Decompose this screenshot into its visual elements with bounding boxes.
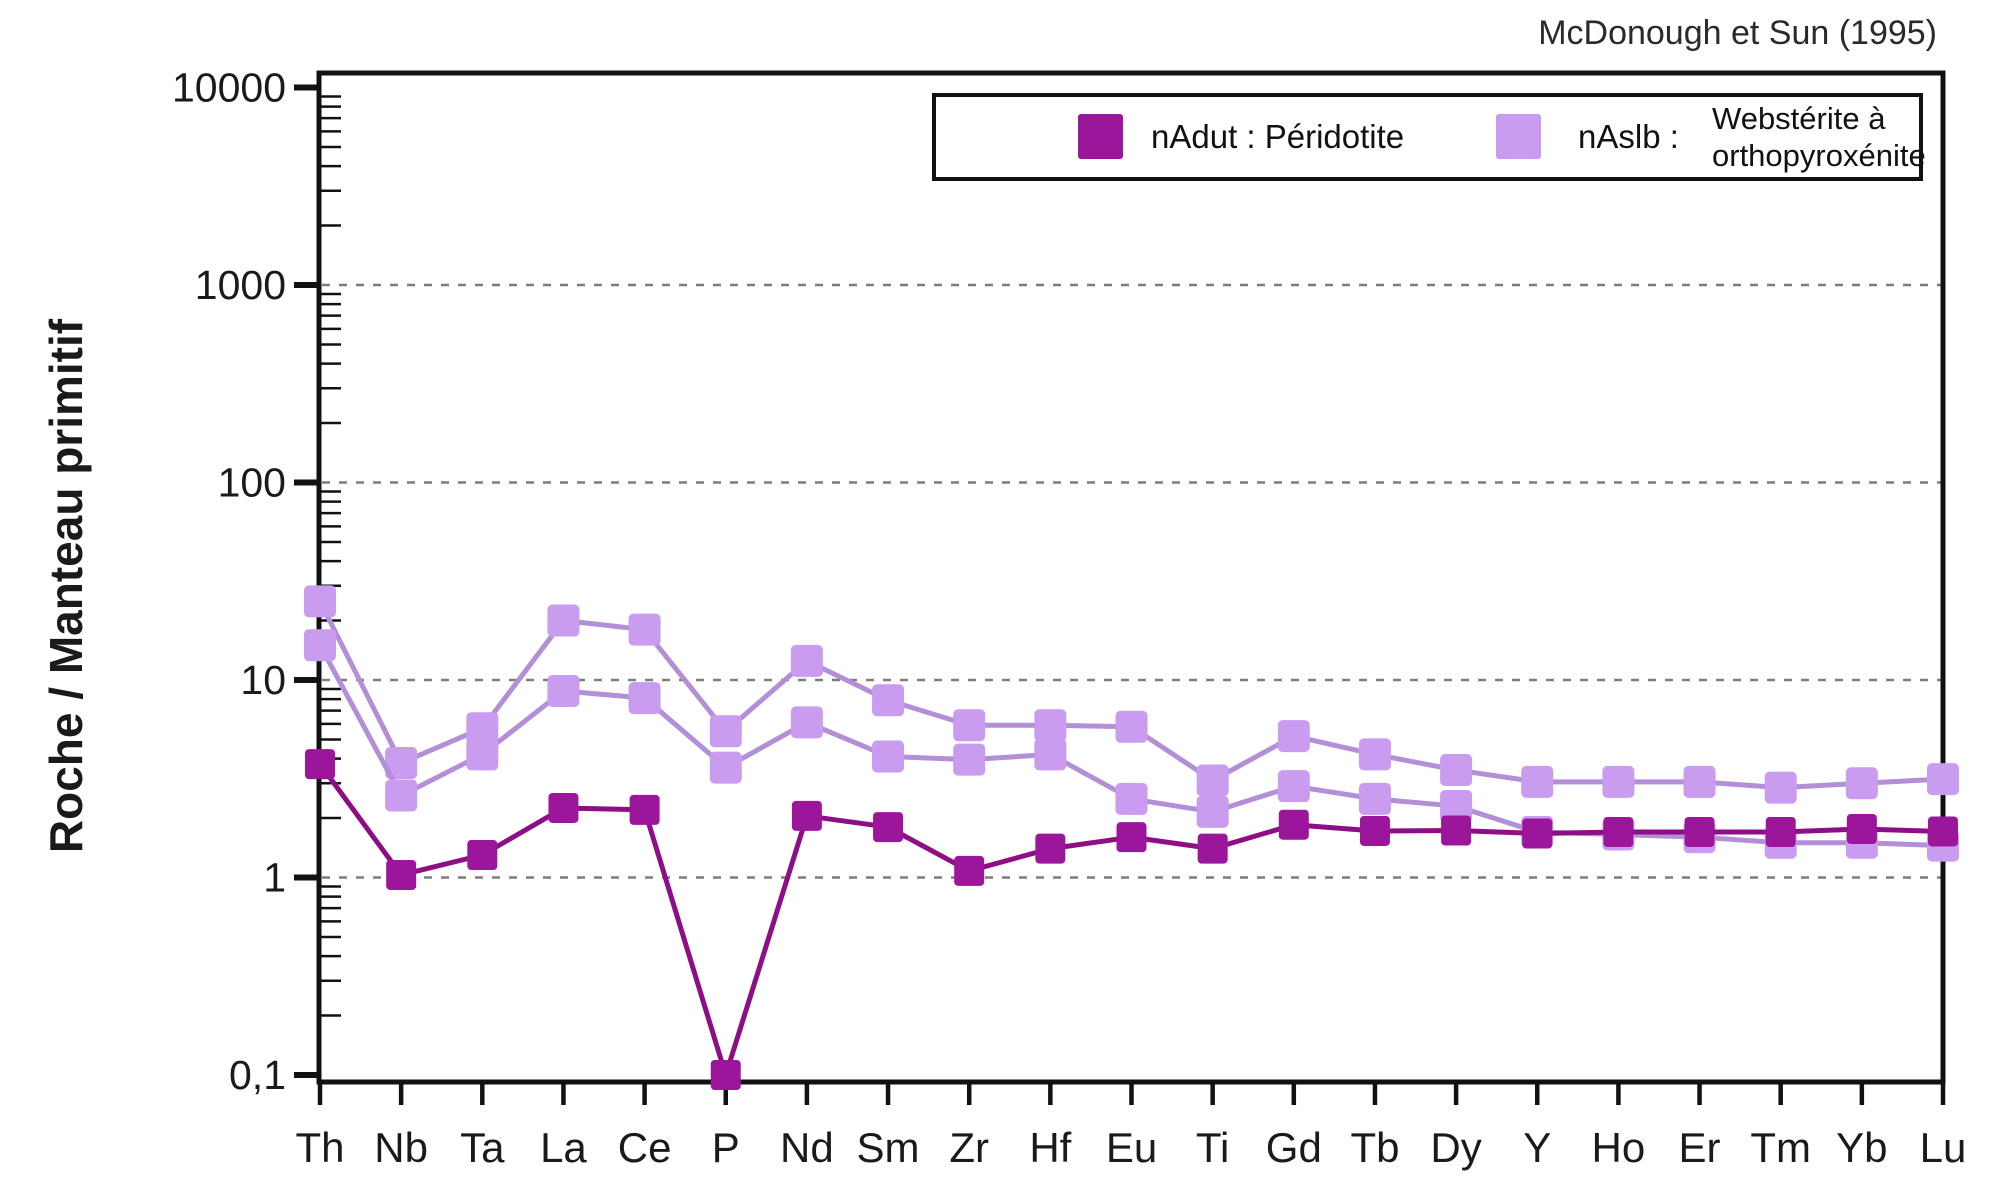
data-point-nAdut-Tm	[1765, 816, 1796, 847]
x-tick-label: Eu	[1106, 1124, 1157, 1171]
x-tick-label: Ta	[460, 1124, 505, 1171]
data-point-nAslb_line_a-Dy	[1440, 754, 1473, 787]
data-point-nAdut-Tb	[1359, 815, 1390, 846]
data-point-nAslb_line_b-La	[547, 674, 580, 707]
data-point-nAslb_line_b-Eu	[1115, 782, 1148, 815]
data-point-nAslb_line_b-Ta	[466, 738, 499, 771]
data-point-nAslb_line_b-Nb	[385, 779, 418, 812]
legend-code-nAslb: nAslb :	[1578, 118, 1679, 155]
data-point-nAslb_line_a-Ce	[628, 613, 661, 646]
data-point-nAslb_line_b-Tb	[1358, 782, 1391, 815]
data-point-nAslb_line_a-Th	[304, 585, 336, 618]
data-point-nAdut-Sm	[873, 812, 904, 843]
data-point-nAdut-Nd	[791, 800, 822, 831]
legend-box: nAdut : Péridotite nAslb : Webstérite à …	[932, 93, 1926, 181]
data-point-nAdut-Ti	[1197, 833, 1228, 864]
data-point-nAdut-P	[710, 1060, 741, 1090]
y-tick-label: 10	[240, 657, 286, 703]
data-point-nAdut-Nb	[386, 859, 417, 890]
data-point-nAslb_line_a-Zr	[953, 709, 986, 742]
data-point-nAslb_line_b-Gd	[1277, 770, 1310, 803]
x-tick-label: Lu	[1920, 1124, 1967, 1171]
data-point-nAslb_line_a-Tm	[1764, 771, 1797, 804]
data-point-nAslb_line_a-Ho	[1602, 765, 1635, 798]
data-point-nAslb_line_b-Sm	[872, 740, 905, 773]
x-tick-label: Nd	[780, 1124, 834, 1171]
x-tick-label: Zr	[949, 1124, 989, 1171]
data-point-nAdut-Eu	[1116, 822, 1147, 853]
data-point-nAslb_line_b-Ti	[1196, 795, 1229, 828]
data-point-nAslb_line_a-Er	[1683, 765, 1716, 798]
data-point-nAslb_line_b-Zr	[953, 743, 986, 776]
normalization-reference-label: McDonough et Sun (1995)	[1538, 14, 1937, 52]
data-point-nAdut-Lu	[1928, 816, 1958, 847]
x-tick-label: Yb	[1836, 1124, 1887, 1171]
data-point-nAdut-Hf	[1035, 833, 1066, 864]
y-tick-label: 100	[218, 460, 286, 506]
data-point-nAslb_line_a-P	[709, 715, 742, 748]
x-tick-label: Nb	[374, 1124, 428, 1171]
x-tick-label: Ti	[1196, 1124, 1229, 1171]
y-tick-label: 0,1	[229, 1052, 286, 1098]
x-tick-label: Ce	[618, 1124, 672, 1171]
x-tick-label: Y	[1523, 1124, 1551, 1171]
data-point-nAslb_line_b-Hf	[1034, 738, 1067, 771]
data-point-nAdut-Y	[1522, 818, 1553, 849]
data-point-nAslb_line_b-Th	[304, 629, 336, 662]
data-point-nAslb_line_a-Nb	[385, 746, 418, 779]
legend-swatch-nAdut	[1078, 114, 1123, 159]
data-point-nAslb_line_a-Sm	[872, 684, 905, 717]
data-point-nAslb_line_a-Y	[1521, 765, 1554, 798]
data-point-nAslb_line_a-Eu	[1115, 710, 1148, 743]
data-point-nAdut-Ta	[467, 839, 498, 870]
x-tick-label: Gd	[1266, 1124, 1322, 1171]
data-point-nAdut-Gd	[1278, 809, 1309, 840]
data-point-nAslb_line_b-Nd	[790, 706, 823, 739]
data-point-nAslb_line_a-La	[547, 604, 580, 637]
x-tick-label: Sm	[857, 1124, 920, 1171]
data-point-nAdut-Yb	[1846, 814, 1877, 845]
data-point-nAslb_line_b-Dy	[1440, 790, 1473, 823]
data-point-nAslb_line_a-Gd	[1277, 720, 1310, 753]
y-tick-label: 1000	[195, 262, 286, 308]
data-point-nAdut-Dy	[1441, 815, 1472, 846]
data-point-nAslb_line_a-Ti	[1196, 764, 1229, 797]
data-point-nAdut-La	[548, 792, 579, 823]
x-tick-label: P	[712, 1124, 740, 1171]
legend-label-nAdut: nAdut : Péridotite	[1151, 118, 1405, 155]
y-tick-label: 1	[263, 855, 286, 901]
x-tick-label: Er	[1679, 1124, 1721, 1171]
data-point-nAslb_line_a-Lu	[1927, 763, 1959, 796]
x-tick-label: Th	[295, 1124, 344, 1171]
data-point-nAslb_line_a-Yb	[1845, 767, 1878, 800]
x-tick-label: Hf	[1029, 1124, 1071, 1171]
data-point-nAslb_line_b-P	[709, 751, 742, 784]
legend-label-nAslb: Webstérite à orthopyroxénite	[1712, 100, 1926, 174]
plot-frame	[316, 70, 1946, 1085]
data-point-nAdut-Th	[305, 749, 335, 780]
data-point-nAslb_line_a-Nd	[790, 644, 823, 677]
x-tick-label: Tm	[1750, 1124, 1811, 1171]
legend-swatch-nAslb	[1496, 114, 1541, 159]
data-point-nAdut-Ho	[1603, 816, 1634, 847]
data-point-nAslb_line_a-Hf	[1034, 709, 1067, 742]
y-tick-label: 10000	[172, 65, 286, 111]
x-tick-label: Dy	[1430, 1124, 1481, 1171]
legend-label-nAslb-line2: orthopyroxénite	[1712, 138, 1926, 173]
x-tick-label: La	[540, 1124, 587, 1171]
data-point-nAslb_line_a-Tb	[1358, 738, 1391, 771]
data-point-nAdut-Zr	[954, 855, 985, 886]
x-tick-label: Tb	[1350, 1124, 1399, 1171]
data-point-nAslb_line_a-Ta	[466, 712, 499, 745]
data-point-nAdut-Ce	[629, 794, 660, 825]
y-axis-title: Roche / Manteau primitif	[40, 318, 92, 854]
data-point-nAdut-Er	[1684, 816, 1715, 847]
legend-label-nAslb-line1: Webstérite à	[1712, 101, 1886, 136]
data-point-nAslb_line_b-Ce	[628, 682, 661, 715]
x-tick-label: Ho	[1592, 1124, 1646, 1171]
